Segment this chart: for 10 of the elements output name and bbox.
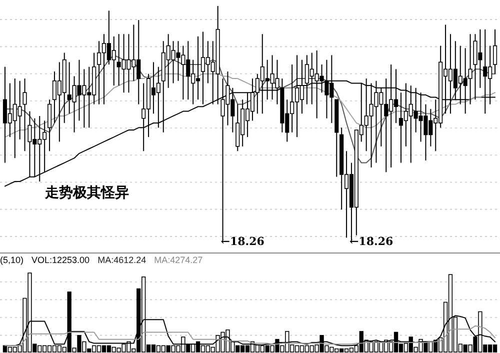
candlestick [47, 99, 52, 152]
text: (5,10) [0, 255, 24, 265]
text: MA:4612.24 [98, 255, 146, 265]
candlestick [22, 78, 27, 152]
candlestick [492, 28, 498, 74]
annotation: ←18.26 [349, 235, 394, 248]
annotation: ←18.26 [220, 235, 265, 248]
text: MA:4274.27 [154, 255, 203, 265]
text: VOL:12253.00 [32, 255, 90, 265]
annotation: 走势极其怪异 [44, 185, 129, 201]
